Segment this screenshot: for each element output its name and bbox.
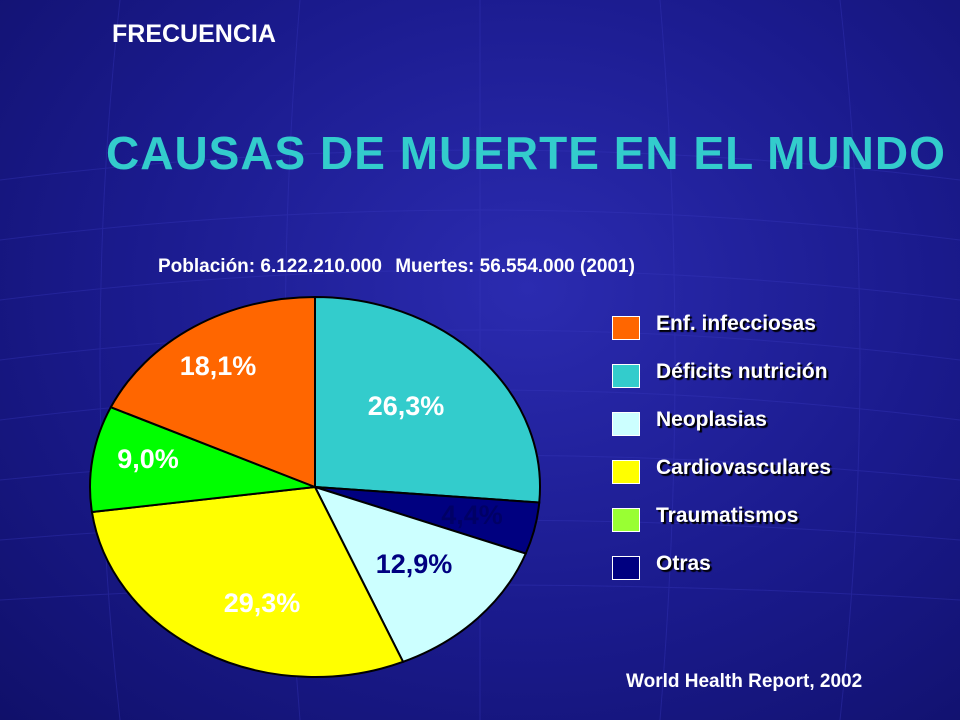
chart-subtitle: Población: 6.122.210.000 Muertes: 56.554… <box>158 256 643 278</box>
legend-swatch <box>612 508 640 532</box>
legend-item: Cardiovasculares <box>612 456 912 486</box>
legend-swatch <box>612 412 640 436</box>
pie-slice-traumatismos <box>89 405 316 514</box>
slice-label: 9,0% <box>117 444 179 474</box>
population-text: Población: 6.122.210.000 <box>158 256 382 277</box>
legend-label: Traumatismos <box>656 504 799 527</box>
legend-item: Neoplasias <box>612 408 912 438</box>
legend-item: Traumatismos <box>612 504 912 534</box>
slice-label: 12,9% <box>376 549 453 579</box>
legend-label: Otras <box>656 552 711 575</box>
legend-label: Cardiovasculares <box>656 456 832 479</box>
pie-slice-neoplasias <box>313 485 528 664</box>
legend-swatch <box>612 364 640 388</box>
section-heading: FRECUENCIA <box>112 20 276 48</box>
pie-slice-enf-infecciosas <box>109 295 316 489</box>
pie-slice-d-ficits-nutrici-n <box>314 295 541 504</box>
pie-slice-cardiovasculares <box>90 485 405 678</box>
source-citation: World Health Report, 2002 <box>626 671 863 692</box>
legend-label: Neoplasias <box>656 408 767 431</box>
legend-item: Otras <box>612 552 912 582</box>
slice-label: 18,1% <box>180 351 257 381</box>
legend-item: Déficits nutrición <box>612 360 912 390</box>
page-title: CAUSAS DE MUERTE EN EL MUNDO <box>106 127 946 179</box>
legend-label: Déficits nutrición <box>656 360 828 383</box>
legend-label: Enf. infecciosas <box>656 312 816 335</box>
legend-swatch <box>612 316 640 340</box>
legend-item: Enf. infecciosas <box>612 312 912 342</box>
slice-label: 29,3% <box>224 588 301 618</box>
legend-swatch <box>612 556 640 580</box>
slice-label: 26,3% <box>368 391 445 421</box>
legend-swatch <box>612 460 640 484</box>
deaths-text: Muertes: 56.554.000 (2001) <box>395 256 635 277</box>
slice-label: 4,4% <box>441 500 503 530</box>
